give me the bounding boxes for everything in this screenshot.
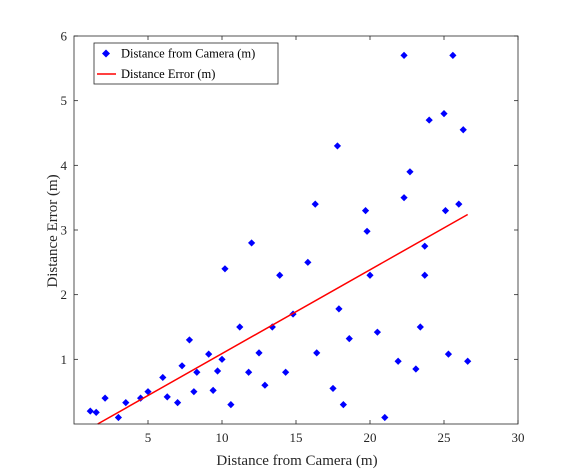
fit-line: [97, 213, 469, 425]
data-point: [412, 365, 420, 373]
data-point: [464, 357, 472, 365]
data-point: [178, 362, 186, 370]
data-point: [311, 200, 319, 208]
data-point: [227, 401, 235, 409]
data-point: [221, 265, 229, 273]
data-point: [381, 413, 389, 422]
x-tick-label: 10: [216, 430, 229, 445]
data-point: [190, 388, 198, 396]
data-point: [394, 357, 402, 365]
data-point: [459, 126, 467, 134]
data-point: [218, 355, 226, 363]
plot-frame: [73, 35, 519, 425]
data-point: [441, 207, 450, 215]
data-point: [122, 399, 130, 407]
data-point: [361, 207, 370, 215]
y-tick-label: 1: [61, 352, 68, 367]
y-tick-label: 3: [61, 223, 68, 238]
data-point: [92, 408, 100, 416]
data-point: [268, 323, 276, 331]
data-point: [282, 368, 290, 376]
legend-label-series-1: Distance from Camera (m): [121, 47, 255, 61]
data-point: [245, 368, 253, 376]
data-point: [209, 386, 217, 394]
data-point: [416, 323, 424, 331]
x-tick-label: 20: [364, 430, 377, 445]
data-point: [205, 350, 213, 358]
data-point: [137, 394, 145, 402]
data-point: [333, 142, 342, 150]
data-point: [193, 368, 201, 376]
data-point: [101, 394, 109, 402]
data-point: [440, 110, 448, 118]
data-point: [329, 384, 337, 393]
fit-line-layer: [97, 213, 469, 425]
data-point: [313, 349, 321, 357]
data-point: [400, 51, 408, 59]
data-point: [363, 227, 371, 235]
x-tick-label: 25: [438, 430, 451, 445]
data-point: [455, 200, 463, 208]
legend: Distance from Camera (m) Distance Error …: [93, 42, 279, 85]
data-point: [159, 373, 167, 382]
legend-box: [93, 42, 279, 85]
scatter-points: [86, 51, 472, 422]
y-axis-label: Distance Error (m): [45, 174, 61, 287]
data-point: [425, 116, 433, 124]
y-tick-label: 4: [61, 158, 68, 173]
data-point: [261, 381, 269, 389]
data-point: [185, 336, 194, 344]
data-point: [304, 258, 312, 266]
data-point: [248, 239, 256, 247]
y-tick-label: 2: [61, 287, 68, 302]
axis-ticks: [74, 35, 519, 424]
x-tick-label: 30: [512, 430, 525, 445]
data-point: [421, 242, 429, 250]
tick-labels: 5 10 15 20 25 30 1 2 3 4 5 6: [61, 29, 525, 446]
legend-label-series-2: Distance Error (m): [121, 67, 215, 81]
data-point: [400, 194, 408, 202]
data-point: [335, 305, 343, 313]
data-point: [114, 413, 122, 422]
x-tick-label: 15: [290, 430, 303, 445]
legend-marker-diamond-icon: [102, 49, 110, 58]
data-point: [86, 407, 94, 415]
data-point: [345, 335, 353, 343]
data-point: [339, 401, 347, 409]
data-point: [255, 349, 263, 357]
data-point: [213, 367, 222, 375]
x-tick-label: 5: [145, 430, 152, 445]
data-point: [174, 399, 182, 407]
data-point: [449, 51, 457, 59]
data-point: [236, 323, 244, 331]
data-point: [276, 271, 284, 279]
y-tick-label: 6: [61, 29, 68, 44]
x-axis-label: Distance from Camera (m): [216, 453, 377, 469]
data-point: [373, 328, 381, 336]
data-point: [444, 350, 453, 358]
y-tick-label: 5: [61, 93, 68, 108]
data-point: [406, 168, 414, 176]
data-point: [366, 271, 374, 279]
data-point: [144, 388, 152, 396]
data-point: [421, 271, 429, 279]
data-point: [163, 393, 171, 401]
